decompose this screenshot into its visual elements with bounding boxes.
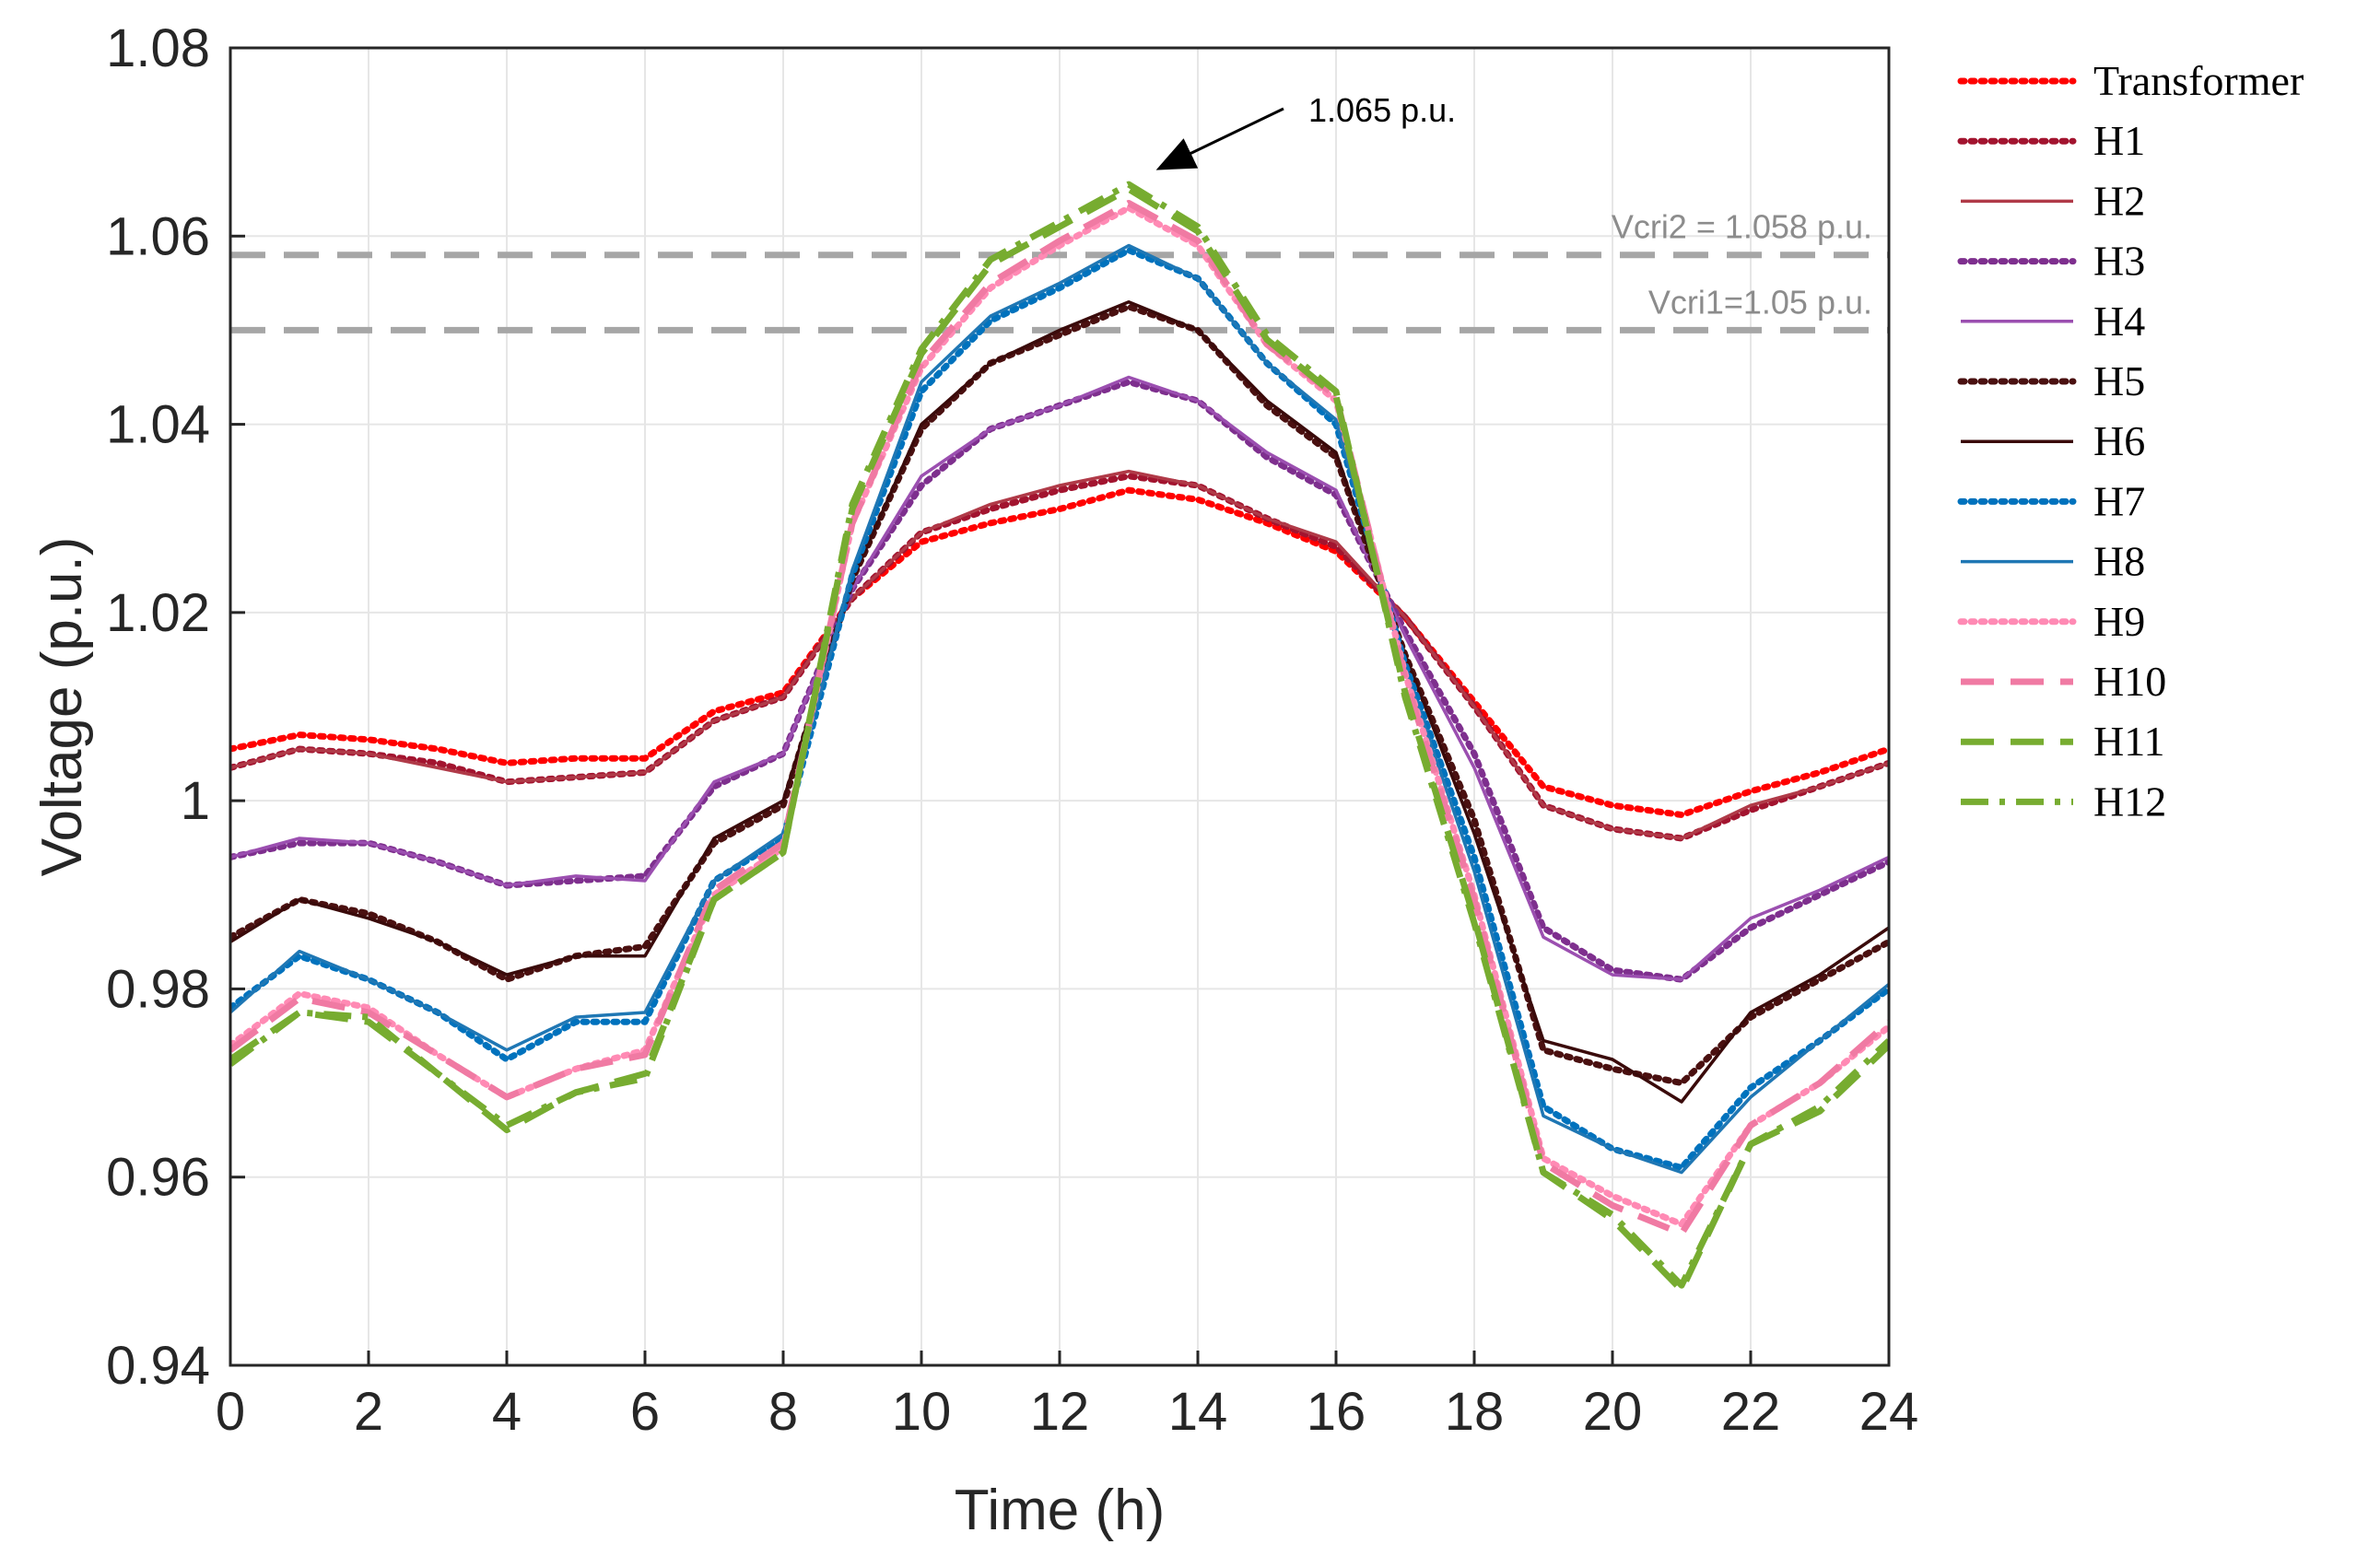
y-tick-label: 0.98: [106, 959, 210, 1019]
series-line-h4: [230, 375, 1889, 981]
x-tick-label: 20: [1583, 1382, 1643, 1442]
threshold-label: Vcri1=1.05 p.u.: [1648, 283, 1872, 321]
x-tick-label: 12: [1030, 1382, 1090, 1442]
y-tick-label: 1: [181, 771, 210, 831]
series-line-h11: [230, 185, 1889, 1293]
x-tick-label: 8: [768, 1382, 798, 1442]
series-line-h5: [230, 303, 1889, 1087]
legend-label: H11: [2093, 718, 2165, 765]
series-line-h10: [230, 200, 1889, 1237]
y-tick-label: 0.96: [106, 1148, 210, 1208]
y-tick-label: 1.06: [106, 206, 210, 266]
x-tick-label: 0: [216, 1382, 245, 1442]
x-axis-title: Time (h): [955, 1479, 1165, 1542]
legend-label: Transformer: [2093, 57, 2304, 104]
y-axis-title: Voltage (p.u.): [30, 537, 94, 877]
legend-label: H1: [2093, 117, 2145, 164]
axis-ticks: 0 2 4 6 8 10 12 14 16 18 20 22 240.940.960.9811.021.…: [106, 18, 1918, 1442]
legend-label: H6: [2093, 417, 2145, 464]
legend-label: H12: [2093, 778, 2166, 825]
legend-label: H8: [2093, 538, 2145, 585]
threshold-label: Vcri2 = 1.058 p.u.: [1612, 208, 1872, 246]
x-tick-label: 6: [630, 1382, 660, 1442]
annotation: 1.065 p.u.: [1155, 91, 1456, 170]
series-line-h2: [230, 469, 1889, 840]
series-line-h8: [230, 243, 1889, 1175]
legend-label: H9: [2093, 598, 2145, 645]
y-tick-label: 1.04: [106, 395, 210, 455]
legend-label: H10: [2093, 658, 2166, 705]
series-line-transformer: [230, 486, 1889, 818]
series-lines: [230, 181, 1889, 1293]
series-line-h6: [230, 300, 1889, 1104]
x-tick-label: 2: [354, 1382, 383, 1442]
x-tick-label: 14: [1168, 1382, 1228, 1442]
x-tick-label: 24: [1859, 1382, 1919, 1442]
legend-label: H4: [2093, 298, 2145, 345]
legend-label: H5: [2093, 357, 2145, 404]
y-tick-label: 1.08: [106, 18, 210, 78]
x-tick-label: 10: [892, 1382, 952, 1442]
annotation-arrow: [1155, 107, 1284, 170]
legend-label: H2: [2093, 177, 2145, 224]
y-tick-label: 1.02: [106, 583, 210, 643]
x-tick-label: 16: [1307, 1382, 1366, 1442]
annotation-label: 1.065 p.u.: [1308, 91, 1456, 129]
x-tick-label: 18: [1445, 1382, 1505, 1442]
legend-label: H7: [2093, 477, 2145, 524]
x-tick-label: 4: [492, 1382, 522, 1442]
legend-label: H3: [2093, 238, 2145, 285]
legend: Transformer H1 H2 H3 H4 H5 H6 H7 H8 H9 H10 H11 H12: [1957, 57, 2304, 825]
x-tick-label: 22: [1721, 1382, 1781, 1442]
y-tick-label: 0.94: [106, 1336, 210, 1396]
